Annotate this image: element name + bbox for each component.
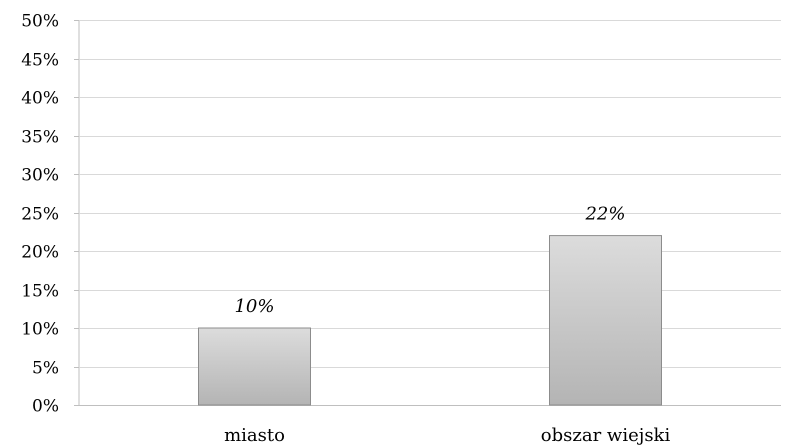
gridlines <box>74 20 781 406</box>
y-tick-label: 40% <box>21 89 59 109</box>
y-tick-label: 10% <box>21 320 59 340</box>
data-labels: 10% 22% <box>234 204 625 317</box>
y-tick-label: 25% <box>21 205 59 225</box>
y-tick-label: 45% <box>21 51 59 71</box>
y-tick-label: 0% <box>32 397 59 417</box>
y-tick-label: 20% <box>21 243 59 263</box>
bar-obszar-wiejski <box>549 235 662 406</box>
bars <box>198 235 662 406</box>
x-axis-category-labels: miasto obszar wiejski <box>224 425 670 445</box>
y-tick-label: 5% <box>32 359 59 379</box>
bar-miasto <box>198 327 311 406</box>
category-label: obszar wiejski <box>541 425 671 445</box>
y-tick-label: 15% <box>21 282 59 302</box>
y-tick-label: 30% <box>21 166 59 186</box>
y-axis-tick-labels: 0% 5% 10% 15% 20% 25% 30% 35% 40% 45% 50% <box>21 12 59 417</box>
y-tick-label: 35% <box>21 128 59 148</box>
data-label: 22% <box>584 204 625 225</box>
y-tick-label: 50% <box>21 12 59 32</box>
category-label: miasto <box>224 425 285 445</box>
data-label: 10% <box>234 296 274 317</box>
